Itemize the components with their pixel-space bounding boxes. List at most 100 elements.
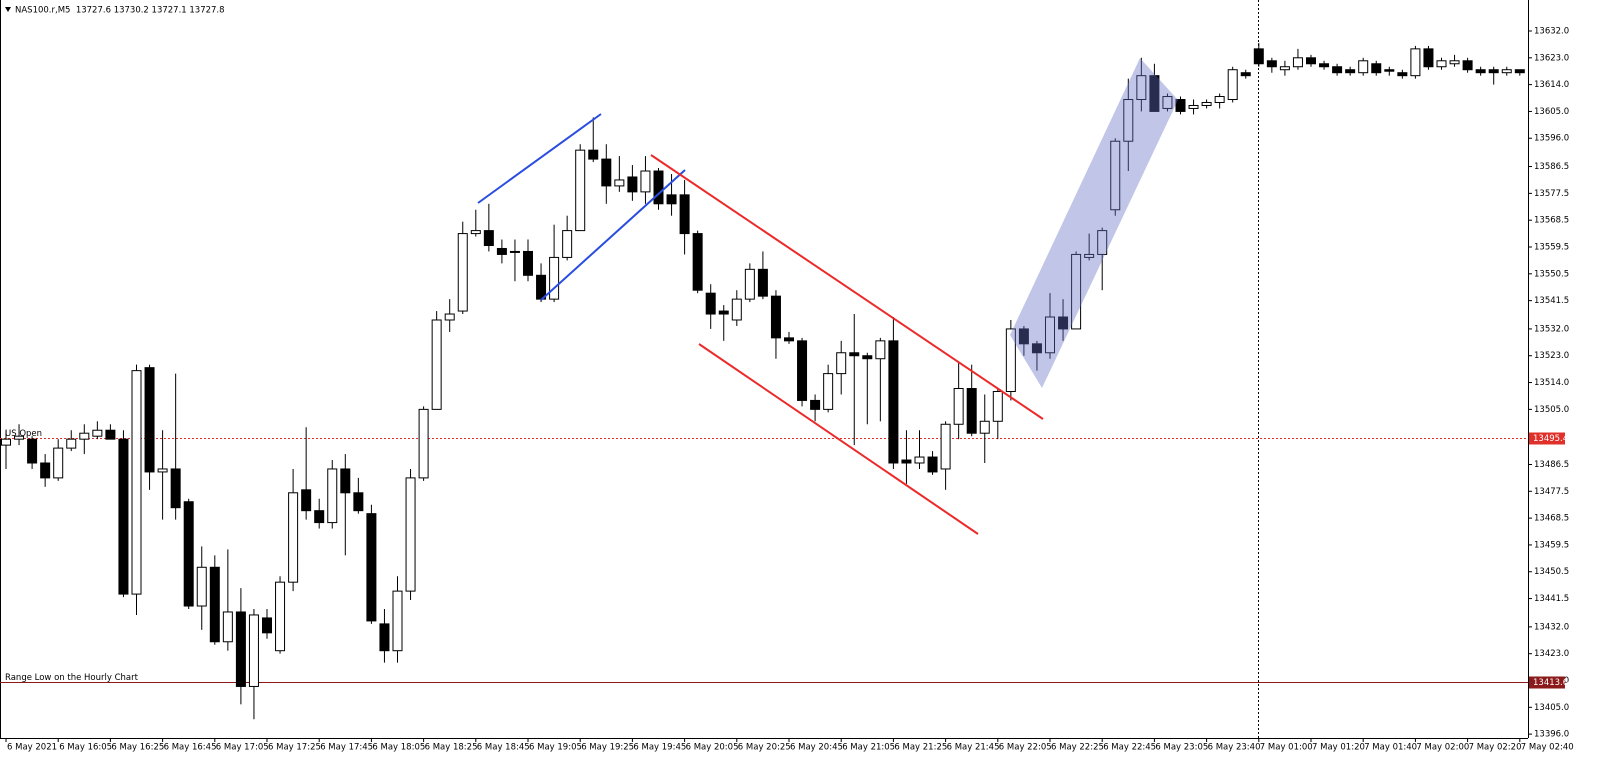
y-tick-label: 13532.0 xyxy=(1534,324,1569,334)
candle-body xyxy=(1345,69,1356,74)
candle-body xyxy=(1397,72,1408,77)
y-tick-label: 13632.0 xyxy=(1534,26,1569,36)
x-tick-label: 6 May 19:25 xyxy=(581,743,634,753)
candle-body xyxy=(862,355,873,360)
x-tick-label: 6 May 21:25 xyxy=(894,743,947,753)
candle-body xyxy=(1058,316,1069,330)
candle-body xyxy=(1136,75,1147,101)
candle-body xyxy=(53,447,64,479)
candle-body xyxy=(1371,63,1382,74)
candle-body xyxy=(1123,99,1134,142)
candle-body xyxy=(614,179,625,187)
candle-body xyxy=(1018,328,1029,345)
candle-body xyxy=(340,468,351,494)
x-tick-label: 6 May 22:05 xyxy=(999,743,1052,753)
candle-body xyxy=(1097,230,1108,255)
candle-body xyxy=(601,158,612,187)
candle-body xyxy=(1045,316,1055,354)
x-tick-label: 6 May 21:45 xyxy=(947,743,1000,753)
y-tick-label: 13505.0 xyxy=(1534,405,1569,415)
candle-body xyxy=(1306,57,1316,65)
candle-body xyxy=(509,250,520,253)
candle-body xyxy=(927,456,938,473)
x-tick-label: 7 May 02:20 xyxy=(1469,743,1522,753)
candle-body xyxy=(1410,48,1421,77)
x-tick-label: 6 May 19:05 xyxy=(529,743,582,753)
x-tick-label: 6 May 18:45 xyxy=(477,743,530,753)
trend-drawings xyxy=(477,58,1178,535)
candles xyxy=(1,42,1525,720)
candle-body xyxy=(183,501,194,607)
candle-body xyxy=(797,340,808,401)
candle-body xyxy=(757,268,768,297)
candle-body xyxy=(1110,140,1121,211)
candle-body xyxy=(1449,60,1460,65)
candle-body xyxy=(888,340,899,464)
candle-body xyxy=(992,390,1003,422)
x-tick-label: 6 May 16:05 xyxy=(59,743,112,753)
y-tick-label: 13623.0 xyxy=(1534,53,1569,63)
candle-body xyxy=(170,468,181,509)
x-tick-label: 6 May 18:25 xyxy=(425,743,478,753)
trend-line xyxy=(540,169,686,301)
candle-body xyxy=(66,438,77,449)
y-tick-label: 13459.5 xyxy=(1534,540,1569,550)
candle-body xyxy=(1332,66,1343,74)
candle-body xyxy=(979,420,990,434)
y-tick-label: 13523.0 xyxy=(1534,351,1569,361)
candle-body xyxy=(940,423,951,470)
candle-body xyxy=(27,438,38,464)
candle-body xyxy=(1227,69,1238,101)
candle-body xyxy=(1358,60,1369,74)
menu-arrow[interactable] xyxy=(5,7,11,12)
candle-body xyxy=(966,388,977,434)
x-tick-label: 6 May 16:25 xyxy=(111,743,164,753)
candle-body xyxy=(457,233,468,312)
candle-body xyxy=(105,429,116,440)
y-tick-label: 13423.0 xyxy=(1534,649,1569,659)
x-tick-label: 6 May 18:05 xyxy=(372,743,425,753)
candle-body xyxy=(705,292,716,315)
candle-body xyxy=(784,337,794,342)
candle-body xyxy=(248,614,259,687)
y-tick-label: 13559.5 xyxy=(1534,242,1569,252)
y-tick-label: 13514.0 xyxy=(1534,378,1569,388)
y-axis: 13632.0 13623.0 13614.0 13605.0 13596.0 13586… xyxy=(1528,26,1569,740)
chart-title: NAS100.r,M5 13727.6 13730.2 13727.1 1372… xyxy=(15,6,225,16)
y-tick-label: 13468.5 xyxy=(1534,514,1569,524)
candle-body xyxy=(14,435,25,440)
y-tick-label: 13614.0 xyxy=(1534,80,1569,90)
candle-body xyxy=(79,432,90,440)
x-tick-label: 7 May 02:40 xyxy=(1521,743,1574,753)
candle-body xyxy=(731,298,742,321)
candle-body xyxy=(823,373,834,410)
x-tick-label: 6 May 17:45 xyxy=(320,743,373,753)
candle-body xyxy=(379,623,390,652)
candle-body xyxy=(679,194,690,235)
candle-body xyxy=(718,310,729,315)
candle-body xyxy=(1071,253,1082,330)
candle-body xyxy=(431,319,442,410)
candle-body xyxy=(1279,66,1290,71)
x-tick-label: 7 May 01:20 xyxy=(1312,743,1365,753)
price-marker xyxy=(1529,432,1565,445)
y-tick-label: 13405.0 xyxy=(1534,703,1569,713)
candle-body xyxy=(1253,48,1264,65)
x-axis: 6 May 2021 6 May 16:05 6 May 16:25 6 May 16… xyxy=(5,738,1574,753)
candle-body xyxy=(275,581,286,652)
x-tick-label: 7 May 01:40 xyxy=(1364,743,1417,753)
candle-body xyxy=(1214,96,1225,103)
candle-body xyxy=(640,170,651,193)
candle-body xyxy=(836,352,847,375)
y-tick-label: 13596.0 xyxy=(1534,134,1569,144)
candle-body xyxy=(1319,63,1330,68)
candle-body xyxy=(901,459,912,464)
price-marker xyxy=(1529,676,1565,689)
x-tick-label: 7 May 02:00 xyxy=(1416,743,1469,753)
candle-body xyxy=(1292,57,1303,68)
candle-body xyxy=(1149,75,1160,112)
candle-body xyxy=(1,438,11,446)
candle-body xyxy=(1188,104,1199,109)
y-tick-label: 13477.5 xyxy=(1534,487,1569,497)
